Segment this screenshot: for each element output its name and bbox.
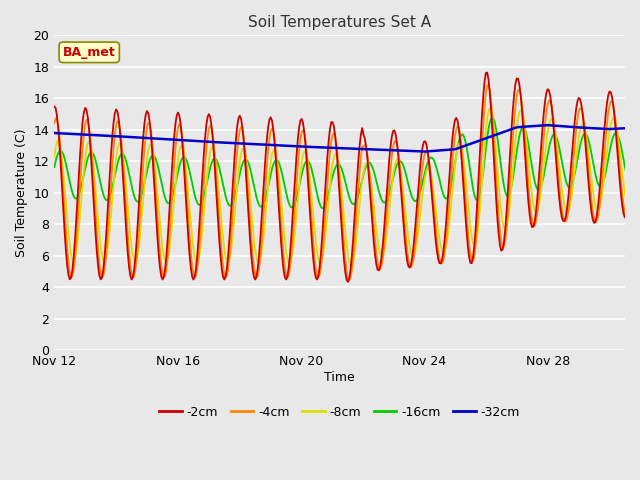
Title: Soil Temperatures Set A: Soil Temperatures Set A: [248, 15, 431, 30]
Y-axis label: Soil Temperature (C): Soil Temperature (C): [15, 129, 28, 257]
X-axis label: Time: Time: [324, 371, 355, 384]
Text: BA_met: BA_met: [63, 46, 116, 59]
Legend: -2cm, -4cm, -8cm, -16cm, -32cm: -2cm, -4cm, -8cm, -16cm, -32cm: [154, 401, 525, 424]
